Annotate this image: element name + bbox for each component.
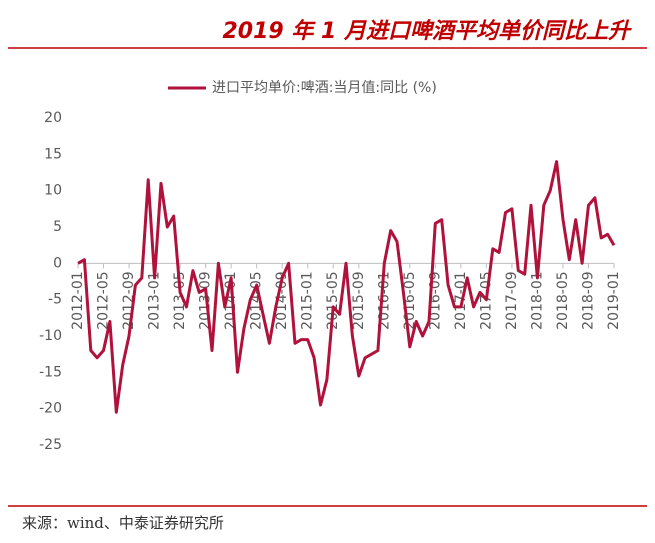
series-line [77, 160, 616, 414]
legend-label: 进口平均单价:啤酒:当月值:同比 (%) [212, 80, 437, 96]
x-tick-label: 2019-01 [606, 271, 622, 330]
x-tick-label: 2015-01 [300, 271, 316, 330]
x-tick-label: 2015-09 [351, 271, 367, 330]
x-tick-label: 2012-01 [70, 271, 86, 330]
y-tick-label: -20 [39, 401, 62, 417]
x-tick-label: 2018-05 [555, 271, 571, 330]
chart-title: 2019 年 1 月进口啤酒平均单价同比上升 [222, 18, 632, 44]
x-tick-label: 2014-05 [249, 271, 265, 330]
y-tick-label: 5 [53, 219, 62, 235]
y-tick-label: -15 [39, 364, 62, 380]
x-tick-label: 2018-09 [580, 271, 596, 330]
source: 来源：wind、中泰证券研究所 [22, 514, 224, 532]
x-tick-label: 2013-01 [147, 271, 163, 330]
y-tick-label: 10 [44, 183, 62, 199]
y-tick-label: -25 [39, 437, 62, 453]
x-tick-label: 2014-09 [274, 271, 290, 330]
x-tick-label: 2013-05 [172, 271, 188, 330]
x-tick-label: 2018-01 [529, 271, 545, 330]
y-tick-label: -10 [39, 328, 62, 344]
y-tick-label: 15 [44, 146, 62, 162]
x-tick-label: 2015-05 [325, 271, 341, 330]
x-tick-label: 2017-09 [504, 271, 520, 330]
y-tick-label: 20 [44, 110, 62, 126]
y-tick-label: -5 [48, 292, 62, 308]
x-tick-label: 2012-05 [96, 271, 112, 330]
y-tick-label: 0 [53, 255, 62, 271]
